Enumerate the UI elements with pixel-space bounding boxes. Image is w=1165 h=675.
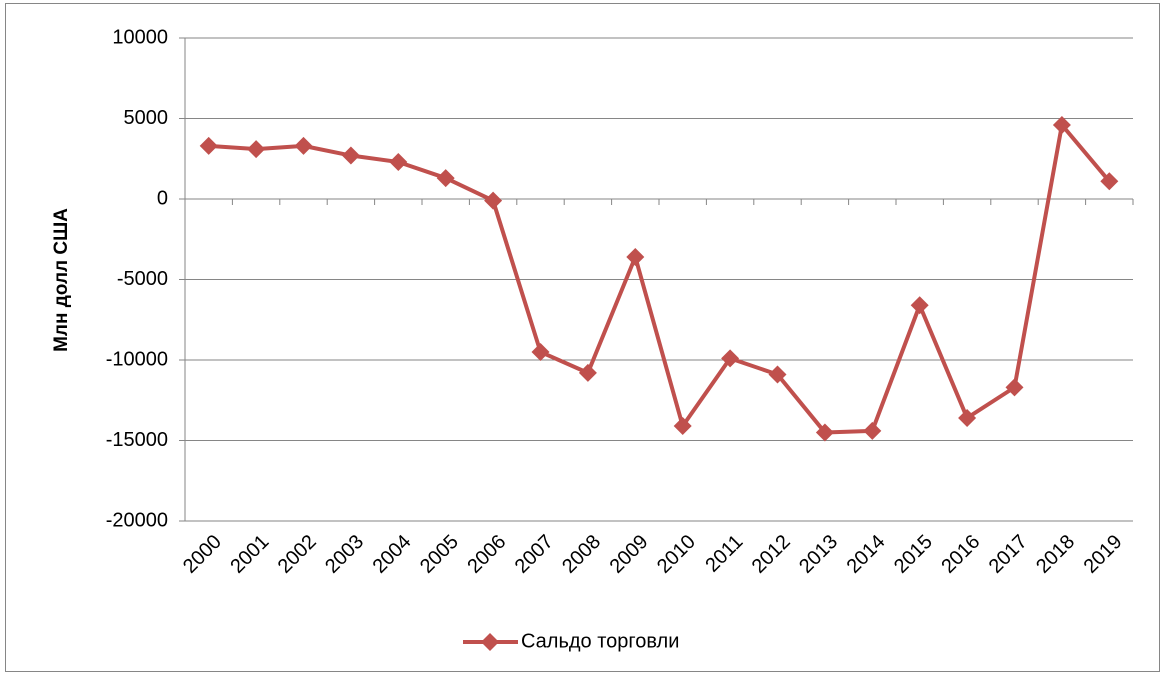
data-point xyxy=(531,342,550,361)
data-point xyxy=(863,421,882,440)
data-point xyxy=(247,140,266,159)
y-tick-label: 0 xyxy=(157,187,168,209)
legend-marker xyxy=(481,633,499,651)
data-point xyxy=(721,349,740,368)
chart-frame xyxy=(5,3,1160,672)
legend-label: Сальдо торговли xyxy=(521,630,679,652)
data-point xyxy=(1100,172,1119,191)
y-tick-label: -15000 xyxy=(106,429,168,451)
data-point xyxy=(958,408,977,427)
data-point xyxy=(673,417,692,436)
data-point xyxy=(626,247,645,266)
data-point xyxy=(910,296,929,315)
data-point xyxy=(436,169,455,188)
data-point xyxy=(815,423,834,442)
y-axis-title: Млн долл США xyxy=(51,208,72,352)
y-tick-label: 5000 xyxy=(124,107,169,129)
data-point xyxy=(484,191,503,210)
y-tick-label: 10000 xyxy=(112,26,168,48)
data-point xyxy=(578,363,597,382)
y-tick-label: -5000 xyxy=(117,268,168,290)
data-point xyxy=(294,136,313,155)
y-tick-label: -20000 xyxy=(106,509,168,531)
data-point xyxy=(389,152,408,171)
data-point xyxy=(1005,378,1024,397)
data-point xyxy=(1052,115,1071,134)
data-point xyxy=(341,146,360,165)
data-point xyxy=(199,136,218,155)
data-point xyxy=(768,365,787,384)
y-tick-label: -10000 xyxy=(106,348,168,370)
